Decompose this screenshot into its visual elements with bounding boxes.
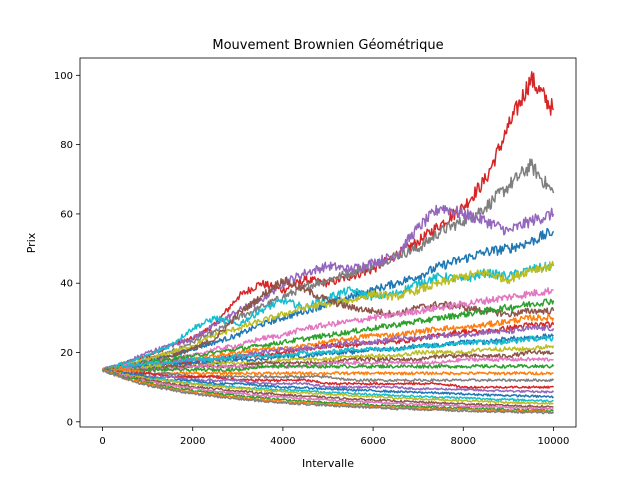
series-line-3 <box>101 204 555 372</box>
series-line-25 <box>101 369 554 405</box>
series-line-14 <box>102 335 555 372</box>
series-line-23 <box>101 367 554 399</box>
x-tick-label: 6000 <box>360 436 385 447</box>
series-layer <box>101 71 555 415</box>
series-line-22 <box>102 368 555 394</box>
series-line-12 <box>101 324 555 372</box>
series-line-20 <box>102 368 555 383</box>
chart-title: Mouvement Brownien Géométrique <box>212 38 443 53</box>
series-line-6 <box>101 260 555 371</box>
x-tick-label: 2000 <box>180 436 205 447</box>
plot-frame <box>79 57 577 428</box>
x-tick-label: 10000 <box>538 436 570 447</box>
x-axis-label: Intervalle <box>302 457 354 470</box>
y-tick-label: 20 <box>60 348 73 359</box>
x-tick-label: 0 <box>99 436 105 447</box>
y-tick-label: 40 <box>60 279 73 290</box>
y-tick-label: 0 <box>67 417 73 428</box>
x-tick-label: 8000 <box>451 436 476 447</box>
series-line-27 <box>101 369 554 411</box>
y-tick-label: 100 <box>54 71 73 82</box>
series-line-9 <box>102 298 555 372</box>
series-line-30 <box>101 368 554 415</box>
y-tick-label: 60 <box>60 209 73 220</box>
series-line-21 <box>102 368 554 389</box>
axes-layer: 0 2000 4000 6000 8000 10000 0 20 40 60 80 100 <box>54 57 577 447</box>
x-tick-label: 4000 <box>270 436 295 447</box>
y-axis-label: Prix <box>25 232 38 253</box>
series-line-29 <box>101 367 554 414</box>
series-line-5 <box>102 261 555 372</box>
y-tick-label: 80 <box>60 140 73 151</box>
series-line-18 <box>101 363 555 373</box>
